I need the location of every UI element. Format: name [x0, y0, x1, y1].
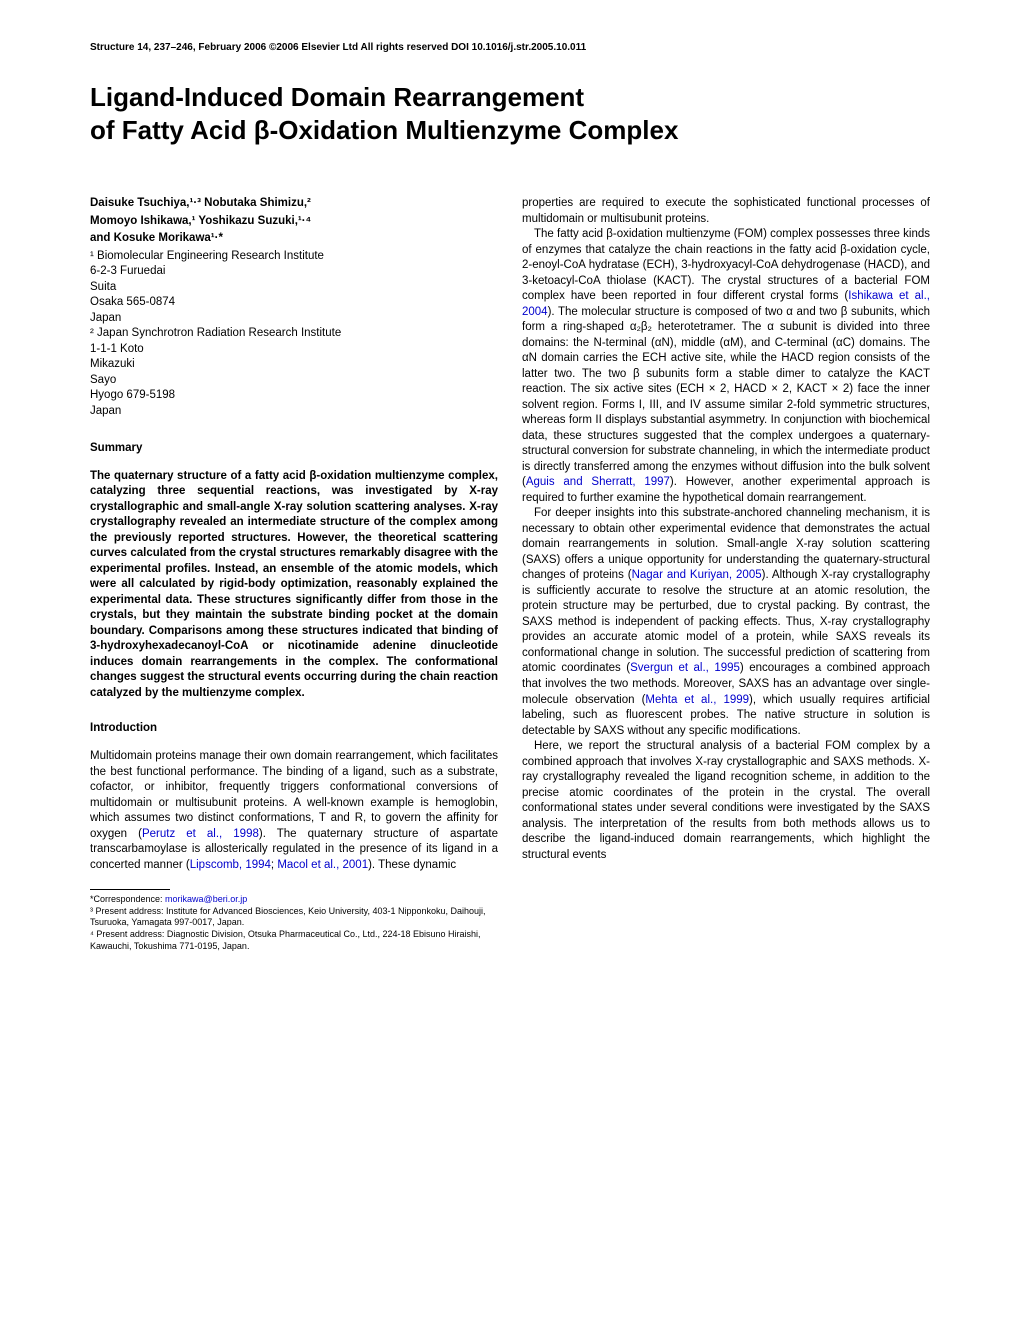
col2-p3: For deeper insights into this substrate-…: [522, 506, 930, 739]
right-column: properties are required to execute the s…: [522, 196, 930, 953]
citation-link-svergun[interactable]: Svergun et al., 1995: [630, 662, 740, 674]
footnote-divider: [90, 889, 170, 890]
affil-3: Osaka 565-0874: [90, 295, 498, 311]
citation-link-mehta[interactable]: Mehta et al., 1999: [645, 694, 749, 706]
citation-link-lipscomb[interactable]: Lipscomb, 1994: [190, 859, 271, 871]
introduction-heading: Introduction: [90, 721, 498, 737]
citation-link-macol[interactable]: Macol et al., 2001: [277, 859, 368, 871]
footnotes-block: *Correspondence: morikawa@beri.or.jp ³ P…: [90, 894, 498, 952]
title-line-2: of Fatty Acid β-Oxidation Multienzyme Co…: [90, 115, 678, 145]
correspondence-email-link[interactable]: morikawa@beri.or.jp: [165, 894, 247, 904]
two-column-content: Daisuke Tsuchiya,¹·³ Nobutaka Shimizu,² …: [90, 196, 930, 953]
article-title: Ligand-Induced Domain Rearrangement of F…: [90, 81, 930, 146]
intro-p1-text-a: Multidomain proteins manage their own do…: [90, 750, 498, 840]
affil-8: Sayo: [90, 373, 498, 389]
affil-5: ² Japan Synchrotron Radiation Research I…: [90, 326, 498, 342]
summary-heading: Summary: [90, 441, 498, 457]
col2-p3-b: ). Although X-ray crystallography is suf…: [522, 569, 930, 674]
citation-link-aguis[interactable]: Aguis and Sherratt, 1997: [526, 476, 670, 488]
right-column-body: properties are required to execute the s…: [522, 196, 930, 863]
affil-6: 1-1-1 Koto: [90, 342, 498, 358]
intro-paragraph-1: Multidomain proteins manage their own do…: [90, 749, 498, 873]
footnote-3: ³ Present address: Institute for Advance…: [90, 906, 498, 929]
affil-2: Suita: [90, 280, 498, 296]
col2-p4: Here, we report the structural analysis …: [522, 739, 930, 863]
footnote-correspondence: *Correspondence: morikawa@beri.or.jp: [90, 894, 498, 906]
affil-7: Mikazuki: [90, 357, 498, 373]
affiliations-block: ¹ Biomolecular Engineering Research Inst…: [90, 249, 498, 420]
affil-1: 6-2-3 Furuedai: [90, 264, 498, 280]
journal-header: Structure 14, 237–246, February 2006 ©20…: [90, 42, 930, 53]
citation-link-nagar[interactable]: Nagar and Kuriyan, 2005: [632, 569, 762, 581]
affil-4: Japan: [90, 311, 498, 327]
col2-p1: properties are required to execute the s…: [522, 196, 930, 227]
affil-10: Japan: [90, 404, 498, 420]
footnote-4: ⁴ Present address: Diagnostic Division, …: [90, 929, 498, 952]
author-line-3: and Kosuke Morikawa¹·*: [90, 231, 498, 247]
intro-p1-text-d: ). These dynamic: [368, 859, 456, 871]
left-column: Daisuke Tsuchiya,¹·³ Nobutaka Shimizu,² …: [90, 196, 498, 953]
col2-p2: The fatty acid β-oxidation multienzyme (…: [522, 227, 930, 506]
citation-link-perutz[interactable]: Perutz et al., 1998: [142, 828, 259, 840]
corr-label: *Correspondence:: [90, 894, 165, 904]
author-line-2: Momoyo Ishikawa,¹ Yoshikazu Suzuki,¹·⁴: [90, 214, 498, 230]
title-line-1: Ligand-Induced Domain Rearrangement: [90, 82, 584, 112]
affil-9: Hyogo 679-5198: [90, 388, 498, 404]
affil-0: ¹ Biomolecular Engineering Research Inst…: [90, 249, 498, 265]
author-line-1: Daisuke Tsuchiya,¹·³ Nobutaka Shimizu,²: [90, 196, 498, 212]
col2-p2-b: ). The molecular structure is composed o…: [522, 306, 930, 489]
summary-text: The quaternary structure of a fatty acid…: [90, 469, 498, 702]
